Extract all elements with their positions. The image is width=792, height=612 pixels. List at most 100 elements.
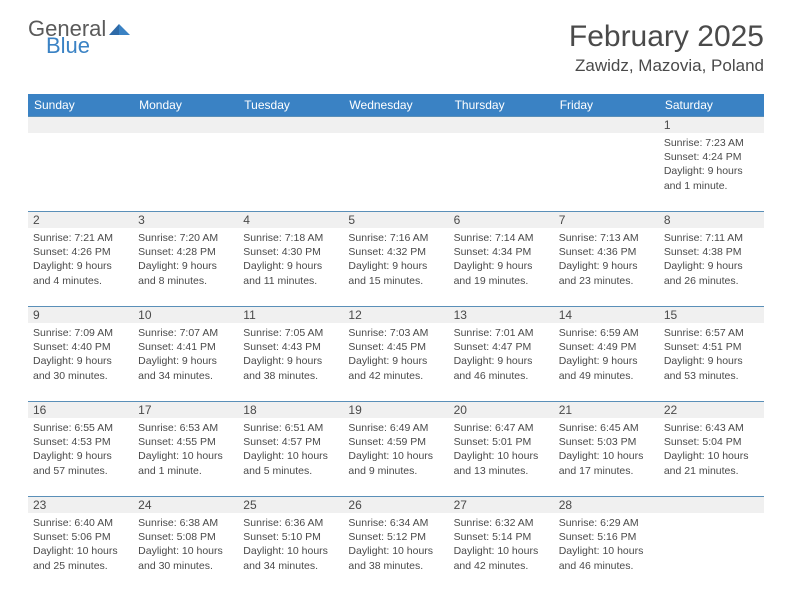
day-number: 13: [449, 307, 554, 323]
day-detail-line: Sunset: 5:03 PM: [559, 435, 654, 449]
day-number: 22: [659, 402, 764, 418]
day-cell: Sunrise: 6:59 AMSunset: 4:49 PMDaylight:…: [554, 323, 659, 401]
day-cell: Sunrise: 6:57 AMSunset: 4:51 PMDaylight:…: [659, 323, 764, 401]
day-detail-line: Daylight: 9 hours: [559, 259, 654, 273]
day-detail-line: Sunset: 5:14 PM: [454, 530, 549, 544]
weeks-container: 1Sunrise: 7:23 AMSunset: 4:24 PMDaylight…: [28, 116, 764, 591]
day-number: 6: [449, 212, 554, 228]
day-cell: [343, 133, 448, 211]
day-detail-line: Sunrise: 6:45 AM: [559, 421, 654, 435]
day-number: 20: [449, 402, 554, 418]
day-cell: Sunrise: 6:29 AMSunset: 5:16 PMDaylight:…: [554, 513, 659, 591]
day-detail-line: Daylight: 10 hours: [454, 544, 549, 558]
logo-icon: General Blue: [28, 18, 131, 64]
day-number: [449, 117, 554, 133]
weekday-fri: Friday: [554, 94, 659, 116]
day-detail-line: Sunrise: 7:20 AM: [138, 231, 233, 245]
day-detail-line: Sunrise: 7:09 AM: [33, 326, 128, 340]
day-detail-line: Sunrise: 6:55 AM: [33, 421, 128, 435]
day-detail-line: and 9 minutes.: [348, 464, 443, 478]
day-cell: [238, 133, 343, 211]
day-detail-line: Daylight: 9 hours: [348, 354, 443, 368]
day-detail-line: Sunrise: 7:23 AM: [664, 136, 759, 150]
day-detail-line: Sunset: 4:47 PM: [454, 340, 549, 354]
day-detail-line: Sunrise: 6:29 AM: [559, 516, 654, 530]
day-cell: [28, 133, 133, 211]
day-cell: Sunrise: 6:34 AMSunset: 5:12 PMDaylight:…: [343, 513, 448, 591]
day-number: [28, 117, 133, 133]
day-detail-line: Daylight: 9 hours: [243, 259, 338, 273]
day-detail-line: and 26 minutes.: [664, 274, 759, 288]
day-number: 25: [238, 497, 343, 513]
day-detail-line: Sunrise: 6:38 AM: [138, 516, 233, 530]
day-detail-line: Sunset: 4:32 PM: [348, 245, 443, 259]
day-detail-line: and 5 minutes.: [243, 464, 338, 478]
day-detail-line: Daylight: 9 hours: [664, 164, 759, 178]
calendar: Sunday Monday Tuesday Wednesday Thursday…: [0, 86, 792, 591]
day-number-row: 1: [28, 116, 764, 133]
day-number: 12: [343, 307, 448, 323]
day-number: 21: [554, 402, 659, 418]
day-detail-line: Sunset: 5:04 PM: [664, 435, 759, 449]
day-detail-line: Sunset: 5:16 PM: [559, 530, 654, 544]
day-cell: Sunrise: 7:21 AMSunset: 4:26 PMDaylight:…: [28, 228, 133, 306]
day-number: 16: [28, 402, 133, 418]
day-detail-line: Sunrise: 6:53 AM: [138, 421, 233, 435]
day-detail-line: Sunrise: 6:34 AM: [348, 516, 443, 530]
day-number: [343, 117, 448, 133]
day-detail-line: Daylight: 10 hours: [348, 449, 443, 463]
day-detail-line: Daylight: 9 hours: [243, 354, 338, 368]
day-cell: Sunrise: 6:43 AMSunset: 5:04 PMDaylight:…: [659, 418, 764, 496]
day-cell: Sunrise: 7:01 AMSunset: 4:47 PMDaylight:…: [449, 323, 554, 401]
header: General Blue February 2025 Zawidz, Mazov…: [0, 0, 792, 86]
day-detail-line: and 46 minutes.: [454, 369, 549, 383]
day-detail-line: Sunrise: 7:03 AM: [348, 326, 443, 340]
day-number: 19: [343, 402, 448, 418]
location: Zawidz, Mazovia, Poland: [569, 56, 764, 76]
day-cell: Sunrise: 7:16 AMSunset: 4:32 PMDaylight:…: [343, 228, 448, 306]
day-detail-line: Daylight: 9 hours: [664, 354, 759, 368]
logo: General Blue: [28, 20, 131, 66]
day-detail-line: Daylight: 10 hours: [454, 449, 549, 463]
day-detail-line: and 30 minutes.: [138, 559, 233, 573]
day-detail-line: and 17 minutes.: [559, 464, 654, 478]
day-detail-line: and 46 minutes.: [559, 559, 654, 573]
day-detail-line: and 42 minutes.: [348, 369, 443, 383]
title-block: February 2025 Zawidz, Mazovia, Poland: [569, 20, 764, 76]
day-detail-line: and 21 minutes.: [664, 464, 759, 478]
day-cell: Sunrise: 6:49 AMSunset: 4:59 PMDaylight:…: [343, 418, 448, 496]
day-cell: Sunrise: 7:20 AMSunset: 4:28 PMDaylight:…: [133, 228, 238, 306]
weekday-mon: Monday: [133, 94, 238, 116]
weekday-tue: Tuesday: [238, 94, 343, 116]
day-detail-line: Sunset: 4:38 PM: [664, 245, 759, 259]
day-detail-line: Sunset: 4:43 PM: [243, 340, 338, 354]
day-detail-line: and 23 minutes.: [559, 274, 654, 288]
day-number: 24: [133, 497, 238, 513]
weekday-header: Sunday Monday Tuesday Wednesday Thursday…: [28, 94, 764, 116]
day-detail-line: Sunrise: 6:59 AM: [559, 326, 654, 340]
day-number: [659, 497, 764, 513]
day-cell: Sunrise: 7:07 AMSunset: 4:41 PMDaylight:…: [133, 323, 238, 401]
day-detail-line: and 1 minute.: [664, 179, 759, 193]
day-detail-line: Sunset: 5:12 PM: [348, 530, 443, 544]
day-cell: Sunrise: 6:53 AMSunset: 4:55 PMDaylight:…: [133, 418, 238, 496]
day-detail-line: and 15 minutes.: [348, 274, 443, 288]
day-detail-line: Sunset: 4:49 PM: [559, 340, 654, 354]
day-detail-line: Daylight: 9 hours: [348, 259, 443, 273]
day-cell: Sunrise: 7:09 AMSunset: 4:40 PMDaylight:…: [28, 323, 133, 401]
day-cell: Sunrise: 6:40 AMSunset: 5:06 PMDaylight:…: [28, 513, 133, 591]
day-cell: Sunrise: 6:55 AMSunset: 4:53 PMDaylight:…: [28, 418, 133, 496]
day-detail-line: Sunset: 4:24 PM: [664, 150, 759, 164]
day-detail-line: and 57 minutes.: [33, 464, 128, 478]
day-detail-line: Sunrise: 7:13 AM: [559, 231, 654, 245]
day-number-row: 9101112131415: [28, 306, 764, 323]
day-cell: Sunrise: 7:18 AMSunset: 4:30 PMDaylight:…: [238, 228, 343, 306]
day-cell: Sunrise: 6:47 AMSunset: 5:01 PMDaylight:…: [449, 418, 554, 496]
day-detail-line: and 11 minutes.: [243, 274, 338, 288]
weekday-thu: Thursday: [449, 94, 554, 116]
month-title: February 2025: [569, 20, 764, 54]
day-cell: [133, 133, 238, 211]
day-detail-row: Sunrise: 7:23 AMSunset: 4:24 PMDaylight:…: [28, 133, 764, 211]
day-number: 8: [659, 212, 764, 228]
day-detail-line: Sunset: 4:53 PM: [33, 435, 128, 449]
